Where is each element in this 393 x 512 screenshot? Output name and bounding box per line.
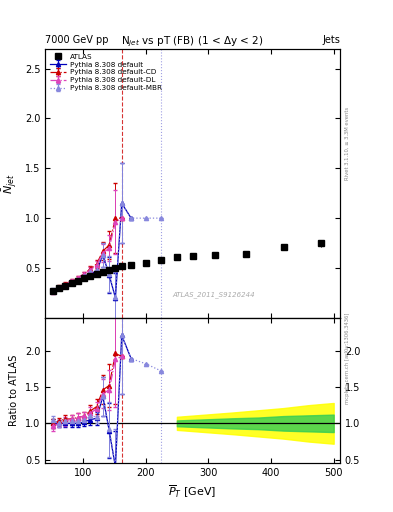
Y-axis label: $\bar{N}_{jet}$: $\bar{N}_{jet}$ <box>1 173 19 194</box>
X-axis label: $\overline{P}_{T}$ [GeV]: $\overline{P}_{T}$ [GeV] <box>169 484 217 500</box>
Text: mcplots.cern.ch [arXiv:1306.3436]: mcplots.cern.ch [arXiv:1306.3436] <box>345 313 350 404</box>
Text: Jets: Jets <box>322 35 340 45</box>
Text: 7000 GeV pp: 7000 GeV pp <box>45 35 109 45</box>
Title: N$_{jet}$ vs pT (FB) (1 < $\Delta$y < 2): N$_{jet}$ vs pT (FB) (1 < $\Delta$y < 2) <box>121 34 264 49</box>
Y-axis label: Ratio to ATLAS: Ratio to ATLAS <box>9 355 19 426</box>
Legend: ATLAS, Pythia 8.308 default, Pythia 8.308 default-CD, Pythia 8.308 default-DL, P: ATLAS, Pythia 8.308 default, Pythia 8.30… <box>49 52 163 93</box>
Text: ATLAS_2011_S9126244: ATLAS_2011_S9126244 <box>172 291 255 298</box>
Text: Rivet 3.1.10, ≥ 3.3M events: Rivet 3.1.10, ≥ 3.3M events <box>345 106 350 180</box>
